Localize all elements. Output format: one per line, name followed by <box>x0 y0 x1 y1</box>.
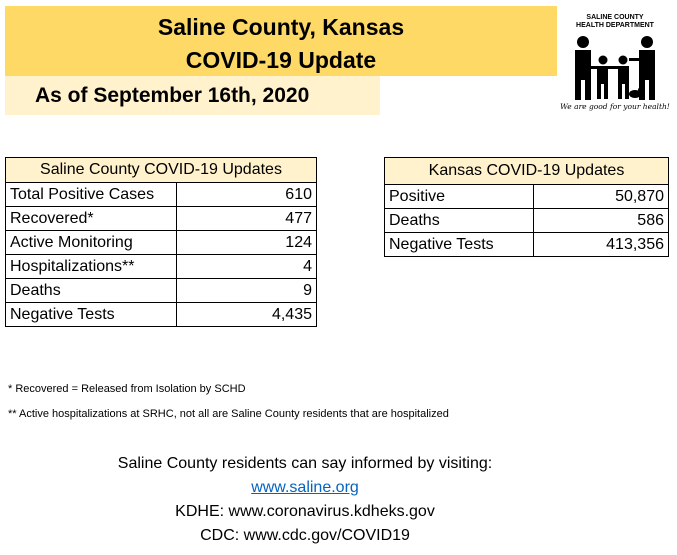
row-label: Negative Tests <box>384 232 534 257</box>
kdhe-info: KDHE: www.coronavirus.kdheks.gov <box>175 503 435 520</box>
table-row: Positive 50,870 <box>384 184 669 209</box>
title-banner: Saline County, Kansas COVID-19 Update <box>5 6 557 76</box>
row-label: Hospitalizations** <box>5 254 177 279</box>
table-row: Deaths 586 <box>384 208 669 233</box>
info-link-line: www.saline.org <box>0 478 610 498</box>
table-row: Hospitalizations** 4 <box>5 254 317 279</box>
family-icon <box>575 36 655 100</box>
page-title: Saline County, Kansas <box>157 14 405 40</box>
cdc-info: CDC: www.cdc.gov/COVID19 <box>200 527 410 544</box>
row-label: Deaths <box>384 208 534 233</box>
saline-table-header: Saline County COVID-19 Updates <box>5 157 317 183</box>
kansas-table: Kansas COVID-19 Updates Positive 50,870 … <box>384 157 669 257</box>
saline-county-table: Saline County COVID-19 Updates Total Pos… <box>5 157 317 327</box>
row-value: 610 <box>176 182 317 207</box>
update-date: As of September 16th, 2020 <box>35 84 310 107</box>
row-value: 124 <box>176 230 317 255</box>
row-value: 413,356 <box>533 232 669 257</box>
info-intro: Saline County residents can say informed… <box>117 455 493 472</box>
health-department-logo: SALINE COUNTY HEALTH DEPARTMENT We are g… <box>559 8 671 120</box>
row-label: Negative Tests <box>5 302 177 327</box>
table-row: Recovered* 477 <box>5 206 317 231</box>
table-row: Active Monitoring 124 <box>5 230 317 255</box>
logo-title-line2: HEALTH DEPARTMENT <box>576 22 654 29</box>
row-value: 9 <box>176 278 317 303</box>
row-label: Total Positive Cases <box>5 182 177 207</box>
row-label: Recovered* <box>5 206 177 231</box>
table-row: Negative Tests 4,435 <box>5 302 317 327</box>
date-banner: As of September 16th, 2020 <box>5 76 380 115</box>
table-row: Total Positive Cases 610 <box>5 182 317 207</box>
logo-title-line1: SALINE COUNTY <box>586 14 644 21</box>
logo-slogan: We are good for your health! <box>560 102 670 111</box>
row-value: 586 <box>533 208 669 233</box>
row-label: Active Monitoring <box>5 230 177 255</box>
row-value: 50,870 <box>533 184 669 209</box>
kansas-table-header: Kansas COVID-19 Updates <box>384 157 669 185</box>
hospitalizations-footnote: ** Active hospitalizations at SRHC, not … <box>8 408 449 420</box>
row-label: Deaths <box>5 278 177 303</box>
saline-website-link[interactable]: www.saline.org <box>251 479 359 496</box>
row-value: 4,435 <box>176 302 317 327</box>
table-row: Negative Tests 413,356 <box>384 232 669 257</box>
row-value: 4 <box>176 254 317 279</box>
page-subtitle: COVID-19 Update <box>185 47 377 73</box>
recovered-footnote: * Recovered = Released from Isolation by… <box>8 383 246 395</box>
row-label: Positive <box>384 184 534 209</box>
row-value: 477 <box>176 206 317 231</box>
table-row: Deaths 9 <box>5 278 317 303</box>
